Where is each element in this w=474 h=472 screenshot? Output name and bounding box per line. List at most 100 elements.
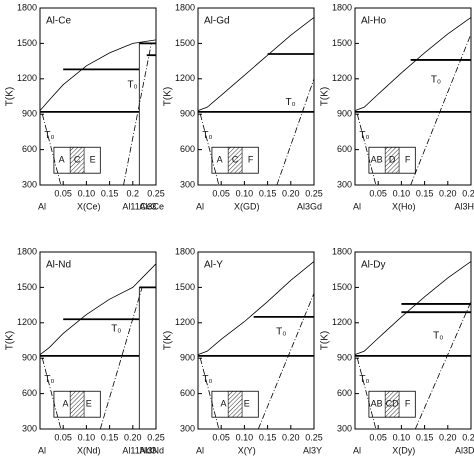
x-tick-label: 0.10 xyxy=(393,432,411,442)
x-tick-label: 0.05 xyxy=(369,188,387,198)
y-axis-label: T(K) xyxy=(320,331,331,350)
inset-label: A xyxy=(217,155,223,165)
x-tick-label: 0.25 xyxy=(305,432,323,442)
inset-hatch xyxy=(384,146,400,174)
y-tick-label: 1200 xyxy=(175,73,195,83)
compound-label: Al3Ho xyxy=(454,201,474,211)
y-tick-label: 1800 xyxy=(175,246,195,256)
y-tick-label: 300 xyxy=(180,423,195,433)
y-tick-label: 300 xyxy=(22,179,37,189)
inset-label: AB xyxy=(371,399,383,409)
y-tick-label: 900 xyxy=(22,353,37,363)
panel-title: Al-Nd xyxy=(46,260,71,271)
t0-label: T₀ xyxy=(127,79,137,90)
t0-label: T₀ xyxy=(433,330,443,341)
curve xyxy=(354,261,472,356)
curve xyxy=(41,114,62,186)
y-tick-label: 300 xyxy=(22,423,37,433)
y-tick-label: 1800 xyxy=(175,2,195,12)
x-tick-label: 0.20 xyxy=(124,432,142,442)
y-tick-label: 1500 xyxy=(17,282,37,292)
y-tick-label: 900 xyxy=(337,353,352,363)
x-tick-label: 0.15 xyxy=(101,188,119,198)
y-tick-label: 600 xyxy=(180,144,195,154)
curve xyxy=(410,33,472,186)
y-tick-label: 1800 xyxy=(332,2,352,12)
curve xyxy=(199,114,220,186)
compound-label: Al xyxy=(353,445,361,455)
panel: 300 600 900 1200 1500 1800 0.05 0.10 0.15 0.20 0.2… xyxy=(163,246,323,455)
x-tick-label: 0.10 xyxy=(393,188,411,198)
compound-label: Al3Nd xyxy=(139,445,164,455)
inset-label: E xyxy=(244,399,250,409)
plot-frame xyxy=(39,251,157,430)
curve xyxy=(123,43,152,186)
compound-label: Al3Y xyxy=(303,445,322,455)
x-axis-label: X(Nd) xyxy=(77,445,101,455)
t0-label: T₀ xyxy=(202,374,212,385)
y-tick-label: 300 xyxy=(337,179,352,189)
inset-label: D xyxy=(389,155,396,165)
panel: 300 600 900 1200 1500 1800 0.05 0.10 0.15 0.20 0.2… xyxy=(5,246,165,455)
t0-label: T₀ xyxy=(276,326,286,337)
x-tick-label: 0.15 xyxy=(101,432,119,442)
compound-label: Al11Nd3 xyxy=(122,445,156,455)
y-tick-label: 600 xyxy=(337,388,352,398)
compound-label: Al xyxy=(196,445,204,455)
t0-label: T₀ xyxy=(359,374,369,385)
curve xyxy=(257,293,315,430)
y-tick-label: 1500 xyxy=(17,38,37,48)
x-tick-label: 0.25 xyxy=(147,432,165,442)
compound-label: Al3Gd xyxy=(297,201,322,211)
curve xyxy=(41,358,62,430)
x-tick-label: 0.15 xyxy=(416,432,434,442)
curve xyxy=(99,287,143,430)
panel: 300 600 900 1200 1500 1800 0.05 0.10 0.15 0.2 0.25… xyxy=(5,2,165,211)
y-tick-label: 300 xyxy=(337,423,352,433)
x-tick-label: 0.05 xyxy=(212,188,230,198)
y-tick-label: 600 xyxy=(337,144,352,154)
x-tick-label: 0.20 xyxy=(282,188,300,198)
x-tick-label: 0.20 xyxy=(439,432,457,442)
compound-label: Al11Ce3 xyxy=(122,201,156,211)
y-tick-label: 1800 xyxy=(17,2,37,12)
y-tick-label: 600 xyxy=(22,388,37,398)
x-tick-label: 0.05 xyxy=(54,432,72,442)
y-axis-label: T(K) xyxy=(5,87,16,106)
curve xyxy=(354,17,472,112)
y-tick-label: 900 xyxy=(180,109,195,119)
y-tick-label: 900 xyxy=(22,109,37,119)
inset-label: C xyxy=(74,155,81,165)
y-tick-label: 1200 xyxy=(332,73,352,83)
compound-label: Al3Ce xyxy=(139,201,164,211)
t0-label: T₀ xyxy=(44,130,54,141)
x-axis-label: X(Y) xyxy=(238,445,256,455)
y-tick-label: 300 xyxy=(180,179,195,189)
x-tick-label: 0.05 xyxy=(212,432,230,442)
panel: 300 600 900 1200 1500 1800 0.05 0.10 0.15 0.20 0.2… xyxy=(163,2,323,211)
x-tick-label: 0.10 xyxy=(236,188,254,198)
compound-label: Al xyxy=(196,201,204,211)
curve xyxy=(197,261,315,356)
y-axis-label: T(K) xyxy=(163,331,174,350)
x-tick-label: 0.05 xyxy=(54,188,72,198)
y-tick-label: 1800 xyxy=(332,246,352,256)
panel-title: Al-Dy xyxy=(361,260,385,271)
curve xyxy=(39,263,157,355)
curve xyxy=(276,78,315,186)
y-tick-label: 1200 xyxy=(17,317,37,327)
t0-label: T₀ xyxy=(359,130,369,141)
x-tick-label: 0.20 xyxy=(282,432,300,442)
t0-label: T₀ xyxy=(111,323,121,334)
x-axis-label: X(Ho) xyxy=(392,201,416,211)
plot-frame xyxy=(354,251,472,430)
x-tick-label: 0.15 xyxy=(416,188,434,198)
inset-label: A xyxy=(63,399,69,409)
inset-hatch xyxy=(69,146,85,174)
x-tick-label: 0.10 xyxy=(78,188,96,198)
t0-label: T₀ xyxy=(285,97,295,108)
compound-label: Al xyxy=(38,445,46,455)
curve xyxy=(356,358,377,430)
inset-label: AB xyxy=(371,155,383,165)
